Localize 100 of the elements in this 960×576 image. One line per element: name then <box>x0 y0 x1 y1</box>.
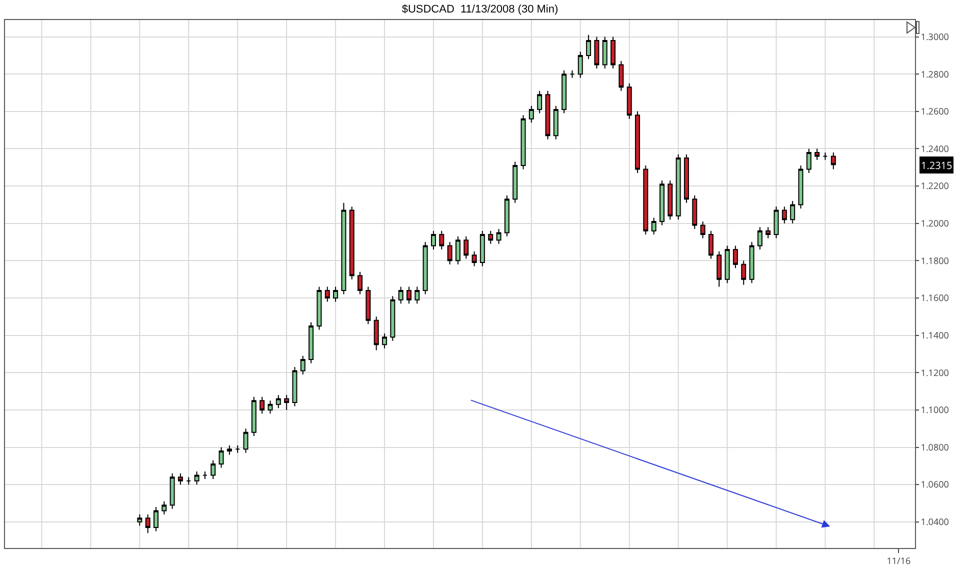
candlestick <box>341 202 346 295</box>
candlestick <box>316 286 322 330</box>
y-tick-label: 1.2400 <box>920 142 949 155</box>
y-tick-label: 1.1000 <box>920 403 949 416</box>
candlestick <box>528 105 534 124</box>
candlestick <box>822 152 828 160</box>
candlestick <box>553 105 558 140</box>
y-tick-label: 1.2800 <box>920 67 949 80</box>
candlestick <box>137 514 142 526</box>
candlestick <box>202 471 208 480</box>
candlestick <box>480 230 485 267</box>
candlestick <box>406 286 412 304</box>
y-tick-label: 1.1400 <box>920 328 949 342</box>
candlestick <box>545 90 550 140</box>
y-tick-label: 1.1200 <box>920 366 949 379</box>
candlestick <box>186 476 192 486</box>
candlestick <box>708 230 714 260</box>
candlestick <box>374 316 379 351</box>
candlestick <box>643 165 648 236</box>
candlestick <box>447 242 452 265</box>
candlestick <box>790 200 796 224</box>
candlestick <box>430 230 436 250</box>
candlestick <box>537 90 542 114</box>
candlestick <box>814 148 820 160</box>
candlestick <box>324 286 330 302</box>
candlestick <box>243 428 248 454</box>
candlestick <box>162 500 167 515</box>
candlestick <box>570 70 575 78</box>
candlestick <box>830 152 836 170</box>
y-tick-label: 1.1800 <box>920 254 949 267</box>
candlestick <box>349 206 354 280</box>
candlestick <box>732 245 738 269</box>
candlestick <box>610 36 616 70</box>
candlestick <box>618 60 624 92</box>
candlestick <box>300 355 306 375</box>
candlestick <box>455 236 460 265</box>
y-tick-label: 1.0600 <box>920 478 949 491</box>
candlestick <box>333 286 338 302</box>
candlestick <box>292 366 298 407</box>
candlestick <box>806 148 812 174</box>
candlestick <box>268 400 273 414</box>
candlestick <box>251 396 256 437</box>
candlestick <box>398 286 404 304</box>
candlestick <box>194 471 200 486</box>
candlestick <box>488 230 494 244</box>
candlestick <box>578 51 583 78</box>
candlestick <box>692 194 698 230</box>
y-tick-label: 1.3000 <box>920 30 949 43</box>
candlestick <box>716 250 722 288</box>
candlestick <box>586 34 592 60</box>
candlestick <box>782 206 787 224</box>
chart-title: $USDCAD 11/13/2008 (30 Min) <box>402 3 558 16</box>
candlestick <box>798 165 804 209</box>
y-tick-label: 1.2200 <box>920 179 949 192</box>
candlestick <box>235 444 240 454</box>
candlestick <box>308 322 314 364</box>
candlestick <box>757 226 762 250</box>
candlestick <box>766 226 771 239</box>
candlestick <box>594 36 600 70</box>
candlestick <box>504 194 510 237</box>
candlestick <box>562 70 567 114</box>
y-tick-label: 1.2000 <box>920 216 949 230</box>
candlestick <box>700 221 706 239</box>
candlestick <box>218 446 224 468</box>
text: 1.2315 <box>921 158 952 172</box>
candlestick <box>676 154 681 220</box>
candlestick <box>414 286 420 304</box>
candlestick <box>602 36 608 70</box>
candlestick <box>741 260 746 286</box>
candlestick <box>210 460 216 480</box>
candlestick <box>749 242 754 284</box>
candlestick <box>684 154 689 204</box>
candlestick <box>635 110 640 174</box>
candlestick <box>660 180 664 226</box>
y-tick-label: 1.0400 <box>920 515 949 528</box>
x-tick-label: 11/16 <box>886 554 911 567</box>
candlestick <box>145 514 150 534</box>
candlestick <box>382 332 388 349</box>
candlestick <box>366 286 371 325</box>
y-tick-label: 1.2600 <box>920 104 949 118</box>
candlestick <box>520 114 526 170</box>
candlestick <box>668 180 673 220</box>
candlestick <box>276 394 281 409</box>
candlestick <box>464 236 469 260</box>
candlestick <box>390 296 396 342</box>
y-tick-label: 1.0800 <box>920 440 949 454</box>
candlestick <box>260 396 265 414</box>
candlestick <box>439 230 444 250</box>
candlestick <box>358 271 363 295</box>
candlestick <box>153 506 158 532</box>
candlestick <box>472 250 477 267</box>
candlestick <box>512 161 518 204</box>
candlestick <box>626 82 632 120</box>
candlestick <box>774 206 779 239</box>
candlestick <box>170 472 175 510</box>
candlestick <box>226 444 232 456</box>
y-tick-label: 1.1600 <box>920 291 949 304</box>
candlestick <box>651 217 656 236</box>
candlestick <box>178 472 183 486</box>
candlestick <box>422 242 428 295</box>
